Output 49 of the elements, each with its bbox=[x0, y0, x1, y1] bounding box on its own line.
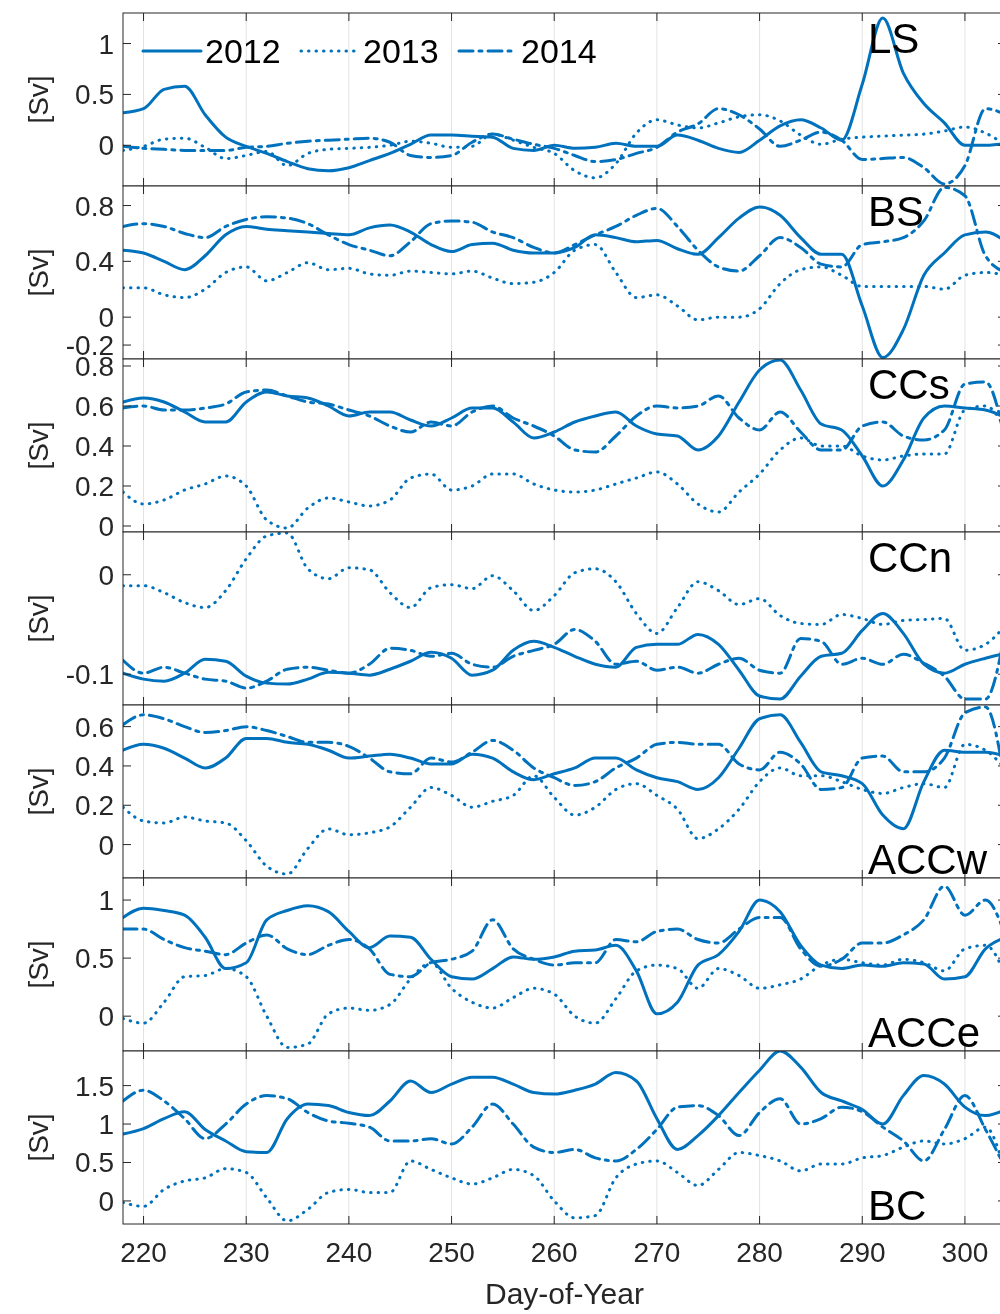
y-tick-label: 0 bbox=[98, 302, 114, 334]
y-axis-title: [Sv] bbox=[23, 75, 54, 124]
y-tick-label: 0.2 bbox=[75, 471, 114, 502]
x-axis-title: Day-of-Year bbox=[485, 1277, 644, 1310]
x-tick-label: 270 bbox=[633, 1237, 681, 1268]
y-tick-label: 0 bbox=[98, 511, 114, 542]
y-tick-label: 1 bbox=[98, 28, 114, 60]
legend-label: 2014 bbox=[521, 32, 597, 70]
y-tick-label: 0.4 bbox=[75, 431, 114, 462]
annotation: BC bbox=[868, 1182, 927, 1229]
y-tick-label: 0.5 bbox=[75, 79, 114, 111]
annotation: BS bbox=[868, 188, 925, 235]
legend-label: 2013 bbox=[363, 32, 439, 70]
y-axis-title: [Sv] bbox=[23, 594, 54, 643]
y-tick-label: 0.2 bbox=[75, 790, 114, 822]
y-tick-label: 0.4 bbox=[75, 246, 114, 278]
y-tick-label: 0 bbox=[98, 130, 114, 162]
y-tick-label: 0 bbox=[98, 1185, 114, 1217]
x-tick-label: 240 bbox=[325, 1237, 373, 1268]
y-tick-label: 0.4 bbox=[75, 750, 114, 782]
legend-label: 2012 bbox=[205, 32, 281, 70]
annotation: CCn bbox=[868, 534, 953, 581]
x-tick-label: 260 bbox=[530, 1237, 578, 1268]
y-tick-label: 0.5 bbox=[75, 943, 114, 975]
annotation: CCs bbox=[868, 361, 950, 408]
annotation: ACCw bbox=[868, 836, 988, 883]
x-tick-label: 220 bbox=[120, 1237, 167, 1268]
y-tick-label: 0 bbox=[98, 1001, 114, 1033]
y-tick-label: 1.5 bbox=[75, 1070, 114, 1102]
y-axis-title: [Sv] bbox=[23, 940, 54, 989]
y-tick-label: 0 bbox=[98, 559, 114, 591]
x-tick-label: 250 bbox=[428, 1237, 475, 1268]
y-tick-label: 0.6 bbox=[75, 391, 114, 422]
annotation: ACCe bbox=[868, 1009, 981, 1056]
y-axis-title: [Sv] bbox=[23, 767, 54, 816]
x-tick-label: 280 bbox=[736, 1237, 783, 1268]
y-tick-label: 0.8 bbox=[75, 190, 114, 222]
y-tick-label: -0.1 bbox=[65, 659, 114, 691]
y-tick-label: 0.6 bbox=[75, 711, 114, 743]
y-tick-label: 1 bbox=[98, 885, 114, 917]
y-axis-title: [Sv] bbox=[23, 421, 54, 470]
y-tick-label: 0 bbox=[98, 829, 114, 861]
y-axis-title: [Sv] bbox=[23, 248, 54, 297]
x-tick-label: 290 bbox=[838, 1237, 886, 1268]
y-axis-title: [Sv] bbox=[23, 1113, 54, 1162]
x-tick-label: 300 bbox=[941, 1237, 989, 1268]
y-tick-label: 1 bbox=[98, 1109, 114, 1141]
y-tick-label: 0.5 bbox=[75, 1147, 114, 1179]
x-tick-label: 230 bbox=[222, 1237, 270, 1268]
